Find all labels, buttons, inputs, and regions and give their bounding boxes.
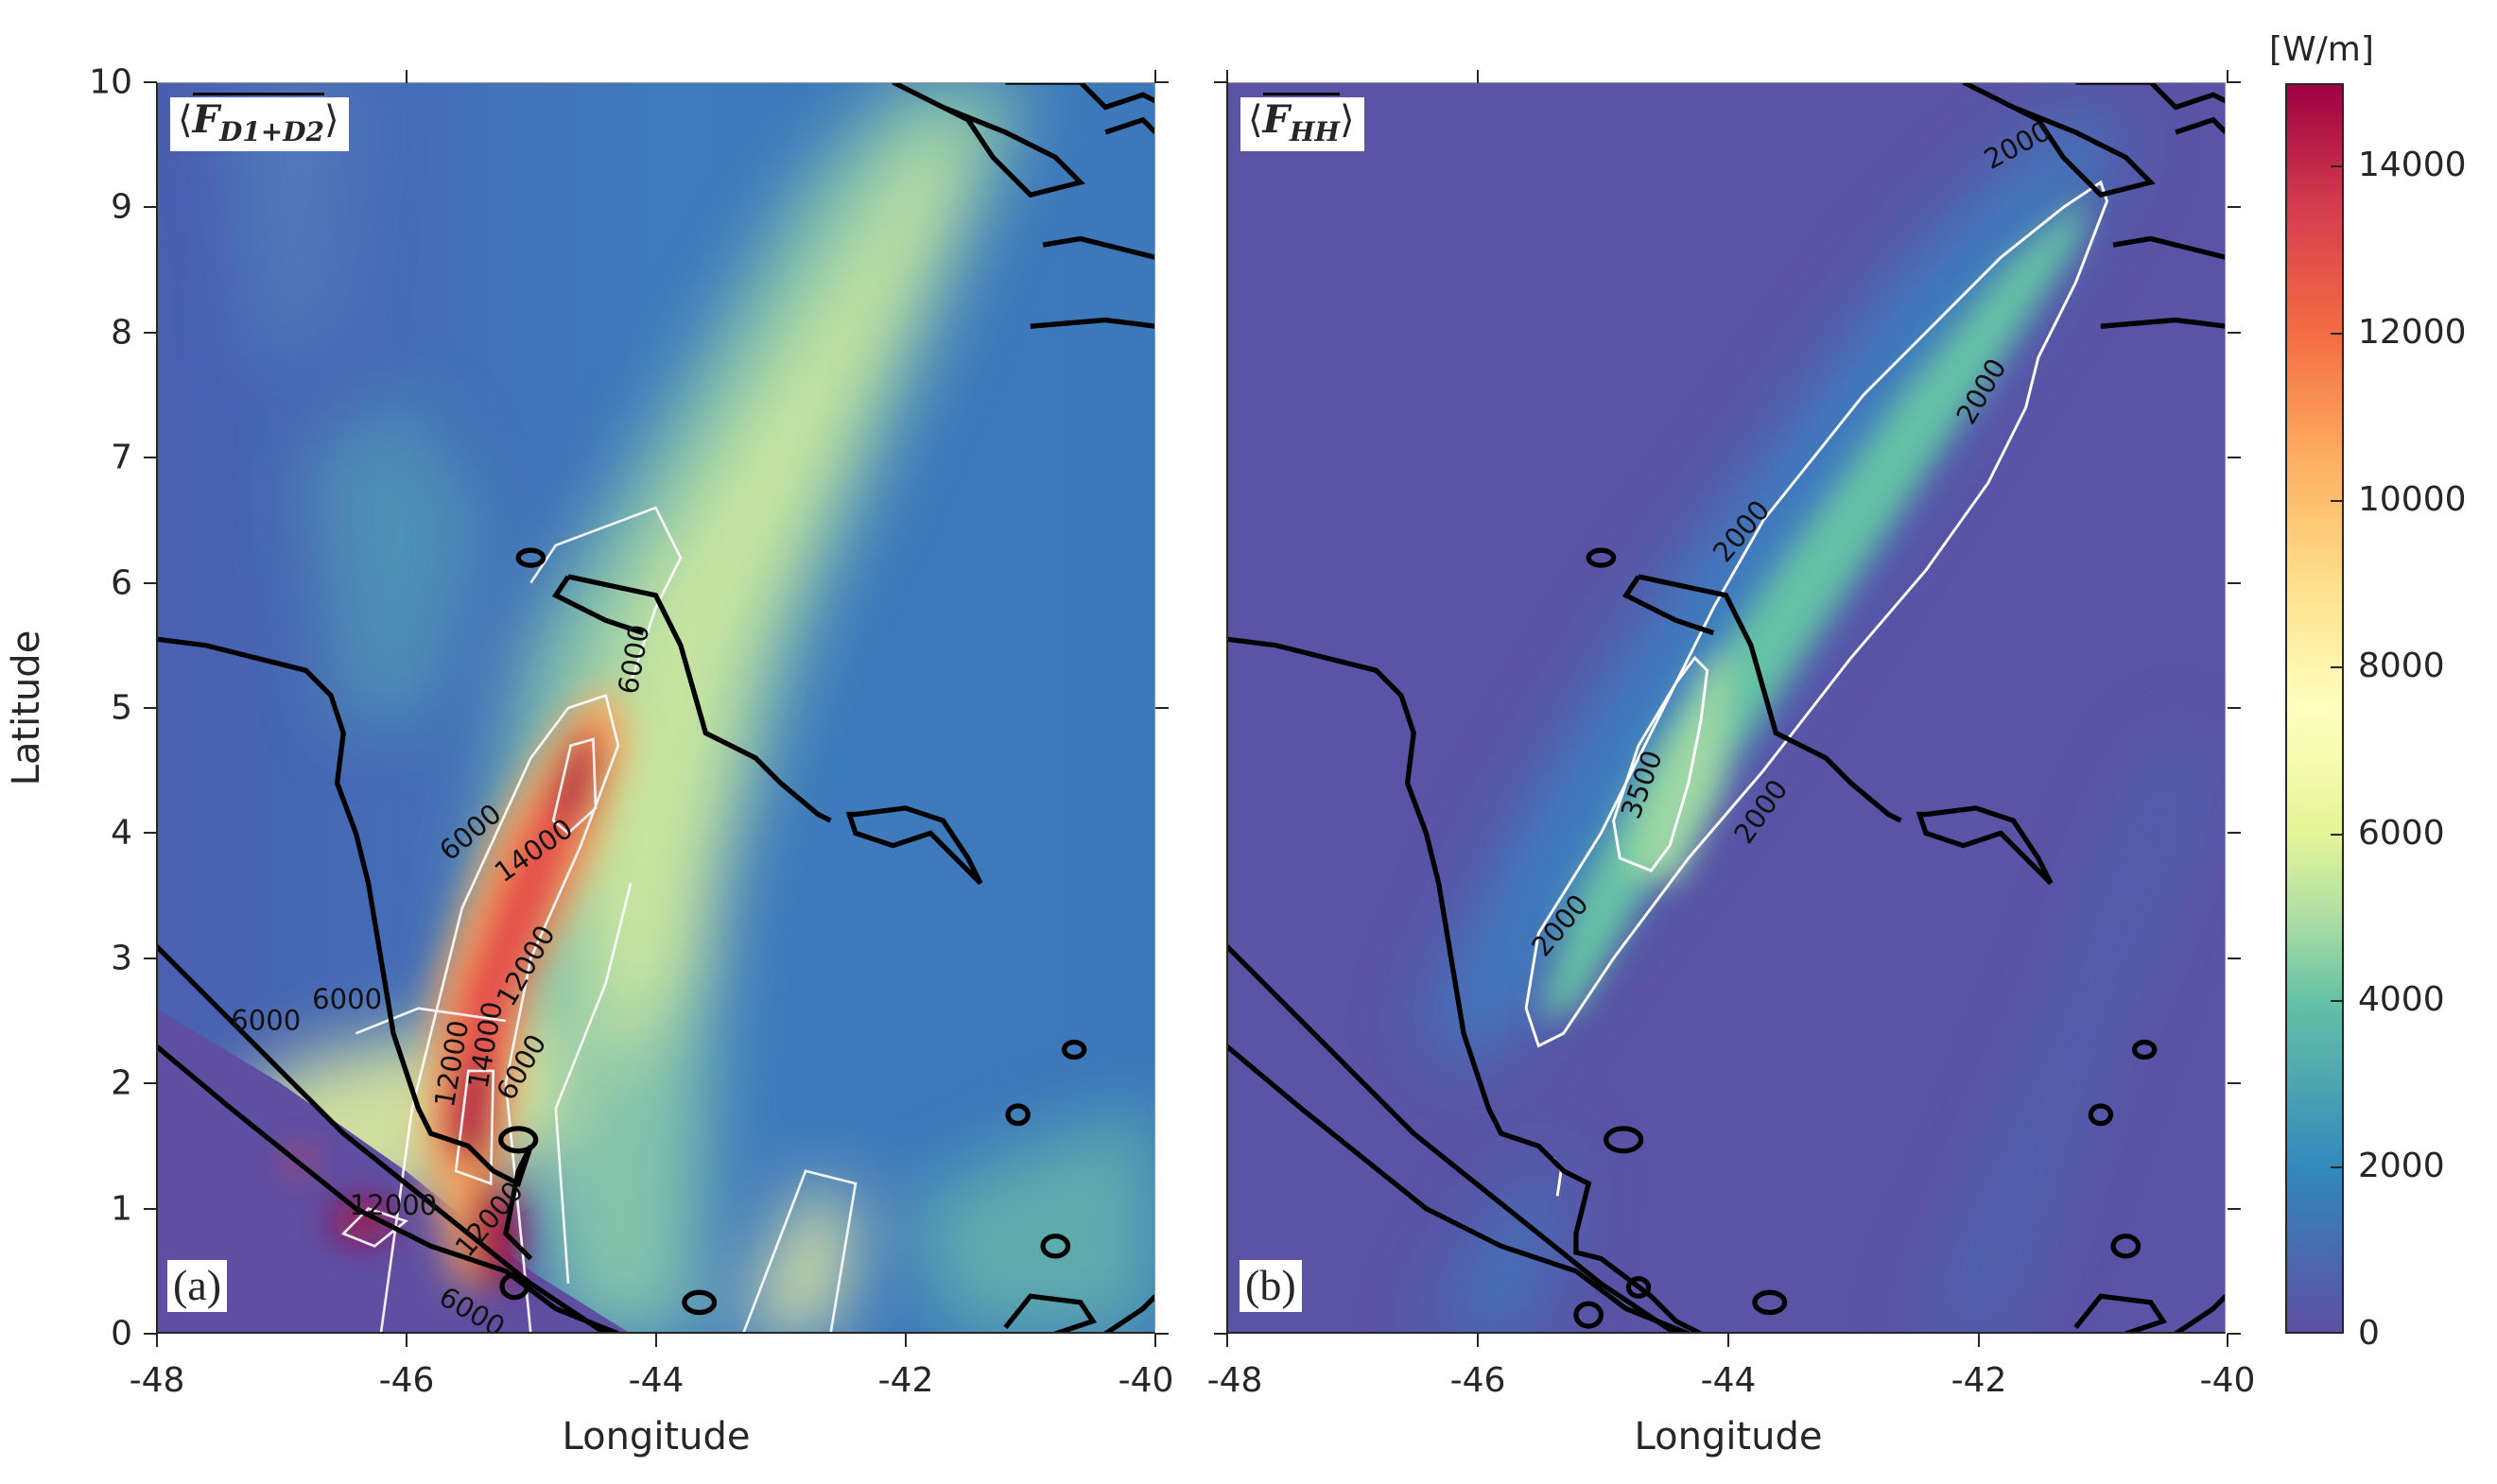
x-tick [156,1334,158,1347]
heatmap-panel-b: 2000 2000 2000 2000 2000 3500 [1226,82,2226,1334]
y-tick-label: 4 [111,813,132,853]
heatmap-a-svg: 6000 6000 6000 6000 6000 14000 12000 120… [156,82,1155,1334]
colorbar [2285,83,2344,1334]
x-tick [1154,70,1156,83]
y-tick [2228,832,2241,834]
y-tick [144,81,157,83]
y-tick [1155,707,1169,709]
x-tick-label: -40 [1118,1361,1174,1400]
panel-title-a: ⟨FD1+D2⟩ [170,93,349,151]
y-tick [2228,206,2241,208]
x-tick [905,1334,907,1347]
colorbar-tick [2331,1000,2344,1002]
y-tick [1155,1333,1169,1335]
x-axis-title-b: Longitude [1634,1415,1823,1458]
y-tick [144,1333,157,1335]
colorbar-tick-label: 6000 [2358,814,2445,853]
colorbar-tick-label: 8000 [2358,647,2445,685]
contours-a [340,506,858,1334]
x-tick [1477,70,1479,83]
colorbar-tick-label: 12000 [2358,313,2467,352]
x-tick-label: -44 [1700,1361,1757,1400]
y-tick [144,1208,157,1210]
colorbar-tick [2331,1166,2344,1168]
colorbar-tick-label: 14000 [2358,146,2467,184]
x-tick [406,1334,407,1347]
y-tick [2228,1082,2241,1084]
x-tick [655,1334,657,1347]
svg-text:6000: 6000 [312,983,382,1015]
y-tick-label: 10 [89,62,132,102]
x-tick-label: -46 [378,1361,435,1400]
colorbar-tick-label: 4000 [2358,980,2445,1019]
y-tick [144,958,157,959]
colorbar-tick [2331,834,2344,836]
y-tick-label: 2 [111,1063,132,1103]
x-tick [1727,1334,1729,1347]
y-tick [2228,1208,2241,1210]
y-tick [144,332,157,334]
x-tick-label: -44 [628,1361,685,1400]
y-tick [144,1082,157,1084]
y-tick-label: 9 [111,187,132,227]
x-tick [2227,70,2228,83]
colorbar-unit: [W/m] [2269,30,2374,69]
y-tick-label: 8 [111,313,132,353]
y-tick-label: 6 [111,563,132,603]
x-tick-label: -40 [2199,1361,2256,1400]
x-tick [1477,1334,1479,1347]
y-tick [2228,582,2241,584]
panel-tag-a: (a) [167,1260,228,1312]
y-tick-label: 1 [111,1189,132,1229]
y-tick [144,832,157,834]
colorbar-tick-label: 2000 [2358,1147,2445,1185]
y-tick [2228,332,2241,334]
y-tick [2228,457,2241,458]
x-tick-label: -42 [877,1361,934,1400]
x-tick-label: -46 [1449,1361,1506,1400]
y-tick-label: 7 [111,438,132,477]
y-tick [144,206,157,208]
colorbar-tick-label: 0 [2358,1314,2380,1353]
panel-title-b: ⟨FHH⟩ [1240,93,1364,151]
x-tick [406,70,407,83]
x-tick-label: -48 [1206,1361,1263,1400]
colorbar-tick-label: 10000 [2358,480,2467,519]
coastlines-a [156,82,1155,1334]
y-tick-label: 3 [111,939,132,978]
x-tick [1226,70,1228,83]
y-tick-label: 5 [111,688,132,728]
y-tick-label: 0 [111,1314,132,1354]
heatmap-b-svg: 2000 2000 2000 2000 2000 3500 [1226,82,2226,1334]
svg-text:12000: 12000 [350,1189,437,1221]
y-tick [2228,81,2241,83]
y-tick [1214,81,1227,83]
svg-text:6000: 6000 [231,1004,301,1036]
colorbar-tick [2331,165,2344,167]
x-tick [1978,1334,1980,1347]
x-tick-label: -42 [1951,1361,2007,1400]
heatmap-panel-a: 6000 6000 6000 6000 6000 14000 12000 120… [156,82,1155,1334]
y-tick [144,707,157,709]
x-tick [1154,1334,1156,1347]
y-tick [2228,707,2241,709]
y-tick [144,457,157,458]
y-tick [144,582,157,584]
x-axis-title-a: Longitude [562,1415,751,1458]
coastlines-b [1226,82,2226,1334]
colorbar-tick [2331,666,2344,668]
y-tick [2228,958,2241,959]
y-tick [1155,81,1169,83]
x-tick [2227,1334,2228,1347]
y-tick [2228,1333,2241,1335]
x-tick [1226,1334,1228,1347]
y-tick [1214,1333,1227,1335]
y-axis-title: Latitude [5,630,48,786]
panel-tag-b: (b) [1240,1260,1302,1312]
x-tick-label: -48 [129,1361,185,1400]
colorbar-tick [2331,500,2344,502]
colorbar-tick [2331,333,2344,335]
